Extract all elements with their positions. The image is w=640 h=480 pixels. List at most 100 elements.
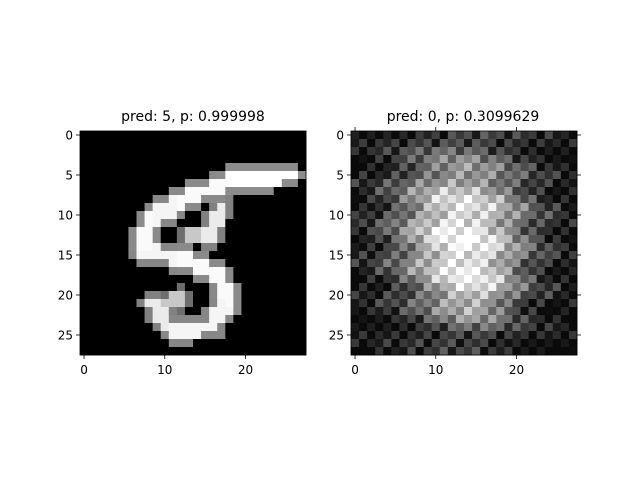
- pixel-cell: [455, 187, 465, 196]
- pixel-cell: [265, 155, 275, 164]
- pixel-cell: [160, 347, 170, 356]
- pixel-cell: [383, 235, 392, 244]
- pixel-cell: [359, 187, 368, 196]
- pixel-cell: [383, 283, 392, 292]
- pixel-cell: [257, 171, 267, 180]
- pixel-cell: [257, 163, 267, 172]
- pixel-cell: [568, 339, 578, 348]
- y-tick-label: 20: [329, 289, 344, 303]
- pixel-cell: [184, 195, 194, 204]
- pixel-cell: [201, 219, 210, 228]
- pixel-cell: [472, 315, 481, 324]
- pixel-cell: [209, 331, 218, 340]
- pixel-cell: [168, 267, 178, 276]
- pixel-cell: [217, 195, 226, 204]
- pixel-cell: [407, 155, 416, 164]
- pixel-cell: [201, 275, 210, 284]
- pixel-cell: [160, 155, 170, 164]
- pixel-cell: [504, 219, 513, 228]
- pixel-cell: [367, 315, 376, 324]
- pixel-cell: [464, 227, 473, 236]
- pixel-cell: [367, 307, 376, 316]
- pixel-cell: [431, 251, 441, 260]
- pixel-cell: [415, 347, 425, 356]
- pixel-cell: [209, 155, 218, 164]
- pixel-cell: [233, 147, 242, 156]
- pixel-cell: [536, 147, 546, 156]
- pixel-cell: [112, 315, 121, 324]
- pixel-cell: [359, 171, 368, 180]
- pixel-cell: [152, 163, 162, 172]
- pixel-cell: [120, 243, 129, 252]
- pixel-cell: [351, 347, 360, 356]
- pixel-cell: [168, 323, 178, 332]
- pixel-cell: [241, 187, 250, 196]
- pixel-cell: [407, 291, 416, 300]
- pixel-cell: [160, 299, 170, 308]
- pixel-cell: [193, 283, 202, 292]
- pixel-cell: [201, 235, 210, 244]
- pixel-cell: [257, 131, 267, 140]
- pixel-cell: [439, 163, 449, 172]
- pixel-cell: [391, 163, 400, 172]
- pixel-cell: [297, 131, 307, 140]
- pixel-cell: [225, 155, 234, 164]
- pixel-cell: [104, 251, 113, 260]
- pixel-cell: [472, 307, 481, 316]
- pixel-cell: [520, 139, 529, 148]
- pixel-cell: [496, 259, 505, 268]
- pixel-cell: [176, 235, 186, 244]
- pixel-cell: [281, 155, 291, 164]
- pixel-cell: [104, 155, 113, 164]
- pixel-cell: [80, 323, 89, 332]
- pixel-cell: [520, 323, 529, 332]
- pixel-cell: [209, 243, 218, 252]
- pixel-cell: [375, 219, 384, 228]
- pixel-cell: [431, 195, 441, 204]
- pixel-cell: [273, 323, 283, 332]
- pixel-cell: [217, 283, 226, 292]
- pixel-cell: [249, 291, 258, 300]
- pixel-cell: [528, 163, 538, 172]
- pixel-cell: [552, 267, 562, 276]
- pixel-cell: [552, 323, 562, 332]
- pixel-cell: [225, 235, 234, 244]
- pixel-cell: [184, 227, 194, 236]
- pixel-cell: [265, 275, 275, 284]
- pixel-cell: [225, 307, 234, 316]
- pixel-cell: [120, 235, 129, 244]
- pixel-cell: [407, 323, 416, 332]
- pixel-cell: [520, 275, 529, 284]
- pixel-cell: [241, 315, 250, 324]
- pixel-cell: [233, 155, 242, 164]
- pixel-cell: [176, 323, 186, 332]
- pixel-cell: [249, 219, 258, 228]
- pixel-cell: [184, 235, 194, 244]
- pixel-cell: [128, 251, 137, 260]
- pixel-cell: [96, 339, 105, 348]
- pixel-cell: [128, 171, 137, 180]
- pixel-cell: [391, 347, 400, 356]
- pixel-cell: [536, 315, 546, 324]
- pixel-cell: [281, 339, 291, 348]
- pixel-cell: [128, 179, 137, 188]
- pixel-cell: [273, 171, 283, 180]
- pixel-cell: [520, 299, 529, 308]
- pixel-cell: [249, 299, 258, 308]
- pixel-cell: [160, 147, 170, 156]
- pixel-cell: [265, 203, 275, 212]
- pixel-cell: [241, 155, 250, 164]
- pixel-cell: [144, 171, 154, 180]
- pixel-cell: [407, 203, 416, 212]
- pixel-cell: [88, 307, 97, 316]
- pixel-cell: [168, 251, 178, 260]
- pixel-cell: [480, 339, 489, 348]
- pixel-cell: [144, 187, 154, 196]
- pixel-cell: [359, 243, 368, 252]
- pixel-cell: [351, 307, 360, 316]
- pixel-cell: [104, 163, 113, 172]
- pixel-cell: [415, 211, 425, 220]
- pixel-cell: [544, 283, 554, 292]
- pixel-cell: [415, 339, 425, 348]
